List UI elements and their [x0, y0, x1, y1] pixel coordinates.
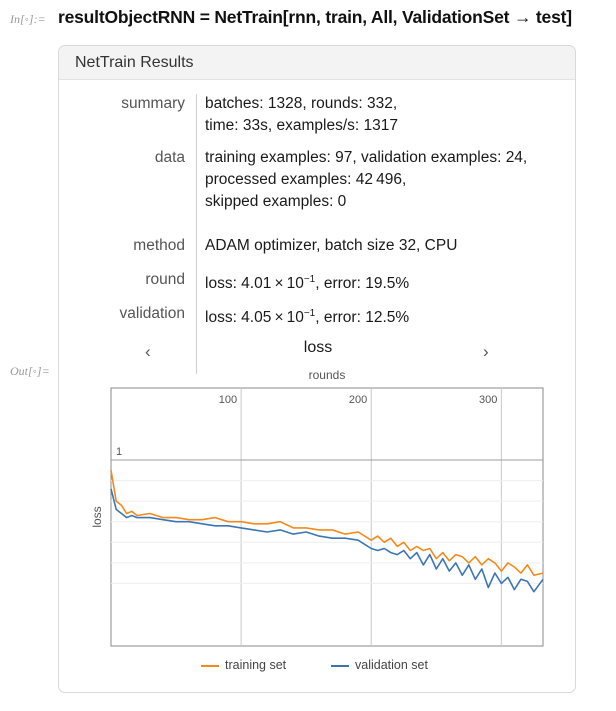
plot-title: loss: [303, 339, 333, 356]
x-axis-label: rounds: [309, 368, 346, 382]
input-code[interactable]: resultObjectRNN = NetTrain[rnn, train, A…: [58, 7, 572, 27]
y-axis-label: loss: [90, 506, 104, 527]
chevron-left-icon[interactable]: ‹: [145, 342, 151, 361]
round-error: , error: 19.5%: [315, 275, 410, 292]
plot-frame: [110, 387, 544, 647]
round-loss-mantissa: loss: 4.01 × 10: [205, 275, 304, 292]
validation-loss-exponent: −1: [303, 308, 316, 319]
series-line-training-set: [110, 470, 544, 576]
x-tick-labels: 100 200 300: [219, 394, 498, 406]
validation-error: , error: 12.5%: [315, 309, 410, 326]
chart-series: [110, 470, 544, 593]
row-label-summary: summary: [121, 95, 185, 112]
panel-title: NetTrain Results: [59, 46, 575, 80]
summary-line-1: batches: 1328, rounds: 332,: [205, 95, 398, 112]
row-value-method: ADAM optimizer, batch size 32, CPU: [205, 237, 458, 254]
row-value-validation: loss: 4.05 × 10−1, error: 12.5%: [205, 303, 575, 329]
row-label-round: round: [145, 271, 185, 288]
row-value-data: training examples: 97, validation exampl…: [205, 147, 575, 213]
chevron-right-icon[interactable]: ›: [483, 342, 489, 361]
legend-label-training: training set: [225, 658, 287, 672]
results-table: summary batches: 1328, rounds: 332, time…: [59, 93, 575, 329]
label-divider: [196, 94, 197, 374]
row-validation: validation loss: 4.05 × 10−1, error: 12.…: [59, 303, 575, 329]
row-label-method: method: [133, 237, 185, 254]
legend-swatch-validation: [331, 664, 349, 667]
output-cell-label: Out[◦]=: [10, 364, 50, 378]
plot-navigator: ‹ loss ›: [59, 339, 575, 366]
summary-line-2: time: 33s, examples/s: 1317: [205, 117, 398, 134]
row-value-round: loss: 4.01 × 10−1, error: 19.5%: [205, 269, 575, 295]
round-loss-exponent: −1: [303, 274, 316, 285]
row-label-data: data: [154, 149, 185, 166]
y-tick-label: 1: [116, 446, 122, 458]
x-tick-label-300: 300: [479, 394, 497, 406]
row-value-summary: batches: 1328, rounds: 332, time: 33s, e…: [205, 93, 575, 137]
legend-item-training: training set: [201, 658, 286, 672]
series-line-validation-set: [110, 488, 544, 593]
legend-label-validation: validation set: [355, 658, 428, 672]
x-tick-label-100: 100: [219, 394, 237, 406]
nettrain-results-panel: NetTrain Results summary batches: 1328, …: [58, 45, 576, 693]
data-line-2: processed examples: 42 496,: [205, 171, 407, 188]
row-round: round loss: 4.01 × 10−1, error: 19.5%: [59, 269, 575, 295]
row-method: method ADAM optimizer, batch size 32, CP…: [59, 235, 575, 261]
data-line-1: training examples: 97, validation exampl…: [205, 149, 528, 166]
x-tick-label-200: 200: [349, 394, 367, 406]
legend-item-validation: validation set: [331, 658, 428, 672]
row-data: data training examples: 97, validation e…: [59, 147, 575, 231]
row-summary: summary batches: 1328, rounds: 332, time…: [59, 93, 575, 141]
data-line-3: skipped examples: 0: [205, 193, 347, 210]
input-cell-label: In[◦]:=: [10, 12, 46, 26]
validation-loss-mantissa: loss: 4.05 × 10: [205, 309, 304, 326]
row-label-validation: validation: [119, 305, 186, 322]
legend-swatch-training: [201, 664, 219, 667]
loss-chart: rounds 100 200 300 1 loss: [90, 368, 544, 647]
